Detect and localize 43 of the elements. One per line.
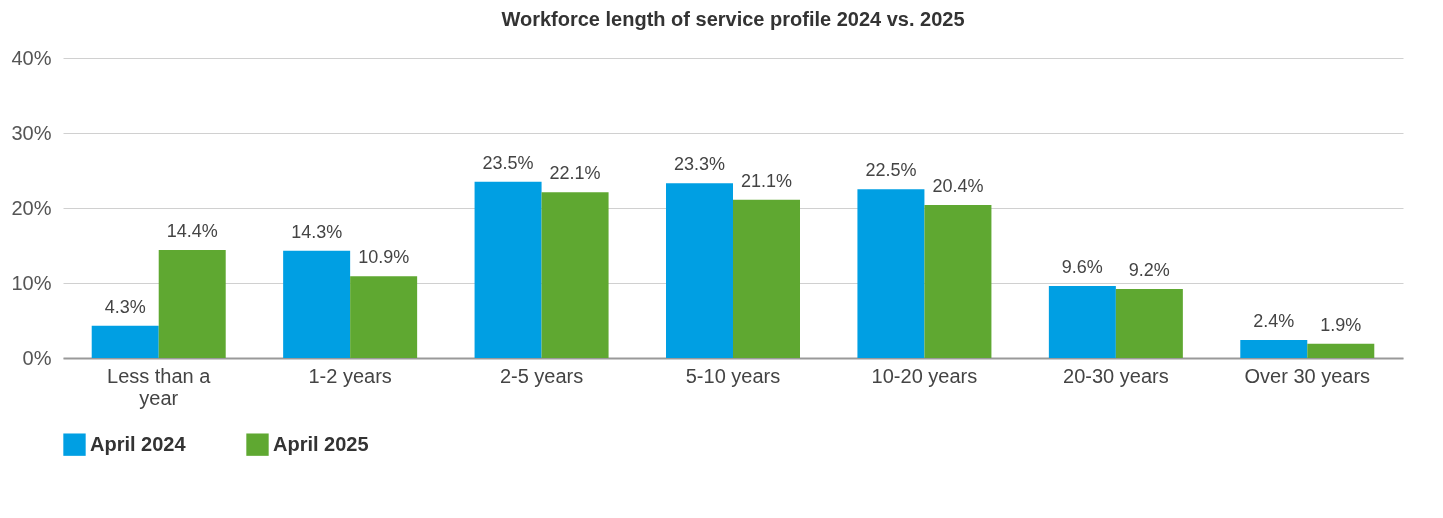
data-label: 23.3% — [673, 154, 726, 175]
x-tick-label: 5-10 years — [685, 364, 781, 387]
chart-title: Workforce length of service profile 2024 vs. 2025 — [501, 8, 965, 30]
data-label: 9.6% — [1061, 257, 1103, 277]
bar — [283, 250, 351, 358]
bar — [350, 276, 418, 358]
data-label: 21.1% — [740, 170, 793, 191]
legend-label: April 2025 — [273, 432, 369, 455]
y-tick-label: 10% — [11, 271, 52, 294]
x-tick-label: 2-5 years — [499, 364, 584, 387]
bar — [541, 192, 609, 358]
bar — [1240, 340, 1308, 358]
x-tick-label: 1-2 years — [308, 364, 392, 387]
x-tick-label: Over 30 years — [1244, 364, 1371, 387]
y-tick-label: 0% — [22, 346, 52, 369]
data-label: 14.4% — [166, 221, 218, 241]
data-label: 4.3% — [104, 296, 146, 317]
data-label: 20.4% — [932, 176, 984, 196]
bar — [158, 250, 226, 358]
bar — [91, 325, 159, 358]
x-tick-label: 20-30 years — [1063, 364, 1169, 387]
data-label: 22.1% — [549, 163, 601, 184]
bar — [1307, 343, 1375, 358]
y-tick-label: 20% — [11, 196, 52, 219]
data-label: 10.9% — [358, 247, 410, 268]
bar — [1048, 286, 1116, 358]
data-label: 2.4% — [1253, 311, 1295, 331]
bar — [857, 189, 925, 358]
legend-label: April 2024 — [90, 432, 187, 455]
y-tick-label: 30% — [11, 121, 52, 144]
data-label: 22.5% — [865, 160, 917, 181]
bar — [474, 181, 542, 358]
data-label: 23.5% — [482, 152, 534, 173]
data-label: 9.2% — [1128, 260, 1170, 280]
bar — [666, 183, 733, 358]
y-tick-label: 40% — [11, 46, 52, 69]
bar — [733, 199, 800, 358]
bar — [924, 205, 992, 358]
x-tick-label: 10-20 years — [871, 364, 978, 387]
x-tick-label: Less than a year — [107, 364, 212, 409]
data-label: 1.9% — [1320, 314, 1362, 335]
data-label: 14.3% — [291, 221, 343, 242]
bar — [1115, 289, 1183, 358]
